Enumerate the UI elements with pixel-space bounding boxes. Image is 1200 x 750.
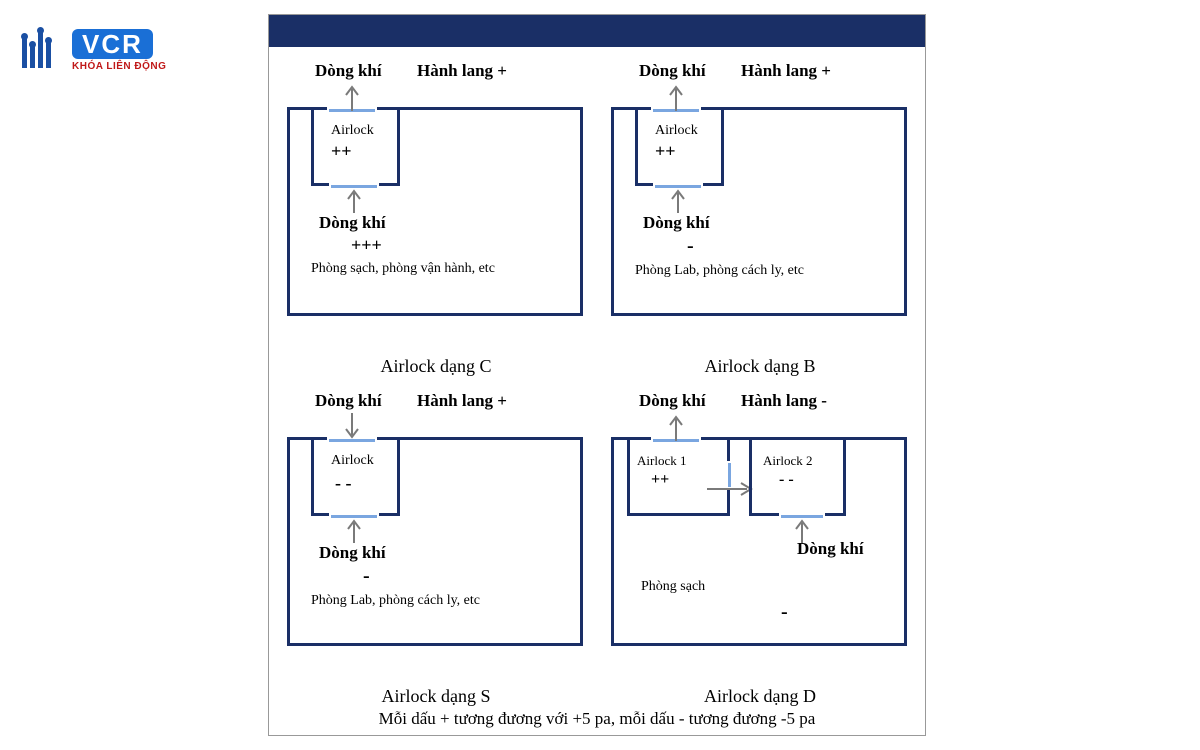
label-airlock1-pressure: ++	[651, 471, 669, 489]
label-airflow-top: Dòng khí	[639, 61, 706, 81]
logo-text: VCR	[72, 29, 153, 59]
label-airlock: Airlock	[331, 123, 374, 139]
label-airflow-mid: Dòng khí	[319, 543, 386, 563]
panel-grid: Dòng khí Hành lang +	[277, 59, 917, 727]
logo-bars-icon	[22, 28, 66, 72]
label-airlock-pressure: ++	[655, 141, 676, 162]
header-band	[269, 15, 925, 47]
panel-airlock-d: Dòng khí Hành lang - Airlock 1 ++	[601, 389, 919, 707]
arrow-up-icon	[667, 413, 685, 441]
label-airlock-pressure: ++	[331, 141, 352, 162]
logo-subtitle: KHÓA LIÊN ĐỘNG	[72, 61, 166, 72]
arrow-up-mid-icon	[669, 187, 687, 213]
arrow-down-icon	[343, 413, 361, 441]
label-airlock: Airlock	[331, 453, 374, 469]
label-corridor: Hành lang -	[741, 391, 827, 411]
panel-caption: Airlock dạng D	[601, 686, 919, 707]
label-airlock1: Airlock 1	[637, 453, 686, 469]
label-airlock: Airlock	[655, 123, 698, 139]
arrow-up-icon	[343, 83, 361, 111]
panel-caption: Airlock dạng C	[277, 356, 595, 377]
label-room-desc: Phòng sạch, phòng vận hành, etc	[311, 261, 571, 277]
label-room-desc: Phòng Lab, phòng cách ly, etc	[635, 263, 895, 279]
diagram-frame: Dòng khí Hành lang +	[268, 14, 926, 736]
panel-airlock-s: Dòng khí Hành lang + Airlock - -	[277, 389, 595, 707]
label-room-pressure: -	[781, 601, 788, 624]
label-airflow-mid: Dòng khí	[319, 213, 386, 233]
panel-caption: Airlock dạng B	[601, 356, 919, 377]
label-room-name: Phòng sạch	[641, 579, 705, 595]
label-airflow-mid: Dòng khí	[797, 539, 864, 559]
arrow-up-icon	[667, 83, 685, 111]
label-airflow-top: Dòng khí	[639, 391, 706, 411]
arrow-up-mid-icon	[345, 187, 363, 213]
vcr-logo: VCR KHÓA LIÊN ĐỘNG	[22, 28, 166, 72]
label-airflow-top: Dòng khí	[315, 391, 382, 411]
label-airflow-top: Dòng khí	[315, 61, 382, 81]
label-room-pressure: +++	[351, 235, 382, 256]
label-room-pressure: -	[687, 235, 694, 258]
label-corridor: Hành lang +	[417, 391, 507, 411]
label-airlock-pressure: - -	[335, 473, 352, 494]
label-corridor: Hành lang +	[417, 61, 507, 81]
arrow-right-icon	[707, 481, 755, 497]
label-corridor: Hành lang +	[741, 61, 831, 81]
panel-caption: Airlock dạng S	[277, 686, 595, 707]
panel-airlock-c: Dòng khí Hành lang +	[277, 59, 595, 377]
label-room-pressure: -	[363, 565, 370, 588]
panel-airlock-b: Dòng khí Hành lang + Airlock ++	[601, 59, 919, 377]
arrow-up-mid-icon	[345, 517, 363, 543]
label-room-desc: Phòng Lab, phòng cách ly, etc	[311, 593, 571, 609]
label-airflow-mid: Dòng khí	[643, 213, 710, 233]
label-airlock2-pressure: - -	[779, 471, 794, 489]
footnote: Mỗi dấu + tương đương với +5 pa, mỗi dấu…	[269, 709, 925, 729]
label-airlock2: Airlock 2	[763, 453, 812, 469]
